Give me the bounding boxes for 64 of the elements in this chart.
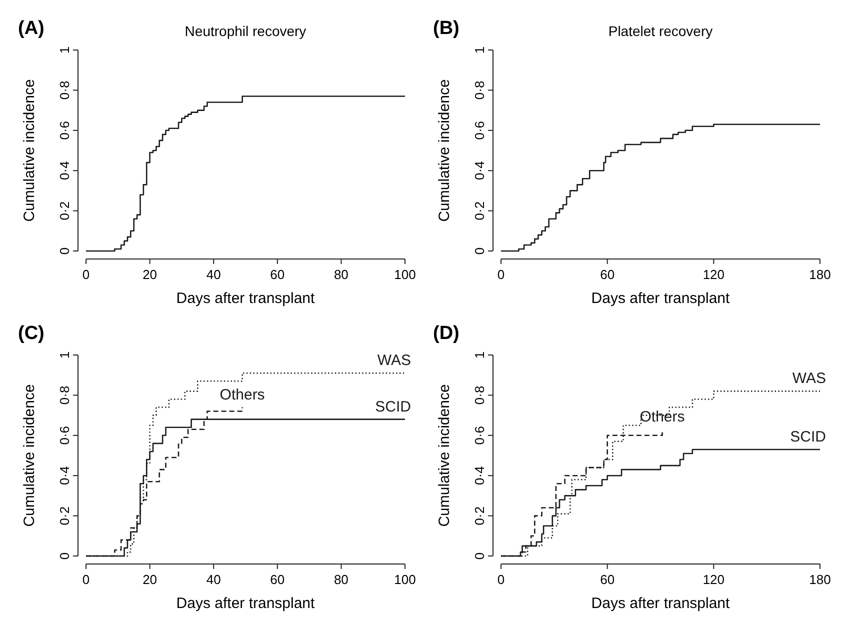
y-tick-label: 0·4: [57, 466, 72, 485]
y-tick-label: 0: [57, 552, 72, 560]
x-axis-title: Days after transplant: [176, 290, 316, 307]
y-tick-label: 0·4: [57, 161, 72, 180]
x-tick-label: 100: [394, 267, 416, 282]
x-tick-label: 40: [206, 267, 221, 282]
y-tick-label: 0·4: [472, 161, 487, 180]
text: (A): [18, 18, 44, 39]
text: (B): [433, 18, 460, 39]
y-tick-label: 0: [472, 552, 487, 560]
series-label: SCID: [790, 428, 826, 446]
series-label: SCID: [375, 398, 412, 416]
text: (C): [18, 323, 44, 344]
y-tick-label: 0·6: [57, 426, 72, 445]
x-tick-label: 180: [809, 267, 831, 282]
series-label: WAS: [792, 370, 826, 388]
x-tick-label: 0: [497, 572, 505, 587]
y-axis-title: Cumulative incidence: [21, 79, 38, 222]
x-tick-label: 20: [142, 572, 158, 587]
series-label: Others: [640, 408, 685, 426]
y-tick-label: 1: [57, 351, 72, 359]
x-tick-label: 0: [82, 267, 90, 282]
y-tick-label: 0: [472, 247, 487, 255]
x-tick-label: 0: [497, 267, 505, 282]
x-tick-label: 60: [270, 267, 285, 282]
x-tick-label: 60: [600, 572, 615, 587]
y-axis-title: Cumulative incidence: [21, 384, 38, 527]
y-tick-label: 1: [472, 46, 487, 54]
x-tick-label: 120: [702, 572, 725, 587]
y-tick-label: 0·6: [472, 121, 487, 140]
y-tick-label: 0·8: [472, 386, 487, 405]
x-tick-label: 120: [702, 267, 725, 282]
y-tick-label: 0·2: [472, 201, 487, 220]
y-tick-label: 0·6: [57, 121, 72, 140]
x-tick-label: 40: [206, 572, 221, 587]
y-tick-label: 0·4: [472, 466, 487, 485]
y-tick-label: 1: [57, 46, 72, 54]
x-axis-title: Days after transplant: [176, 595, 316, 612]
y-tick-label: 0·8: [57, 80, 72, 100]
x-tick-label: 60: [600, 267, 615, 282]
x-tick-label: 20: [142, 267, 158, 282]
y-tick-label: 0·8: [472, 80, 487, 100]
y-tick-label: 0: [57, 247, 72, 255]
chart-title: Neutrophil recovery: [184, 23, 306, 39]
x-tick-label: 80: [334, 572, 348, 587]
x-tick-label: 180: [809, 572, 831, 587]
series-label: Others: [220, 386, 265, 404]
x-tick-label: 0: [82, 572, 90, 587]
y-tick-label: 0·2: [57, 506, 72, 526]
text: (D): [433, 323, 460, 344]
x-tick-label: 100: [394, 572, 416, 587]
y-tick-label: 1: [472, 351, 487, 359]
y-tick-label: 0·2: [472, 506, 487, 526]
x-tick-label: 80: [334, 267, 348, 282]
y-tick-label: 0·8: [57, 386, 72, 405]
x-tick-label: 60: [270, 572, 285, 587]
x-axis-title: Days after transplant: [591, 290, 731, 307]
x-axis-title: Days after transplant: [591, 595, 731, 612]
y-axis-title: Cumulative incidence: [436, 79, 453, 222]
chart-title: Platelet recovery: [608, 23, 713, 39]
series-label: WAS: [377, 352, 411, 370]
y-tick-label: 0·2: [57, 201, 72, 220]
y-tick-label: 0·6: [472, 426, 487, 445]
y-axis-title: Cumulative incidence: [436, 384, 453, 527]
